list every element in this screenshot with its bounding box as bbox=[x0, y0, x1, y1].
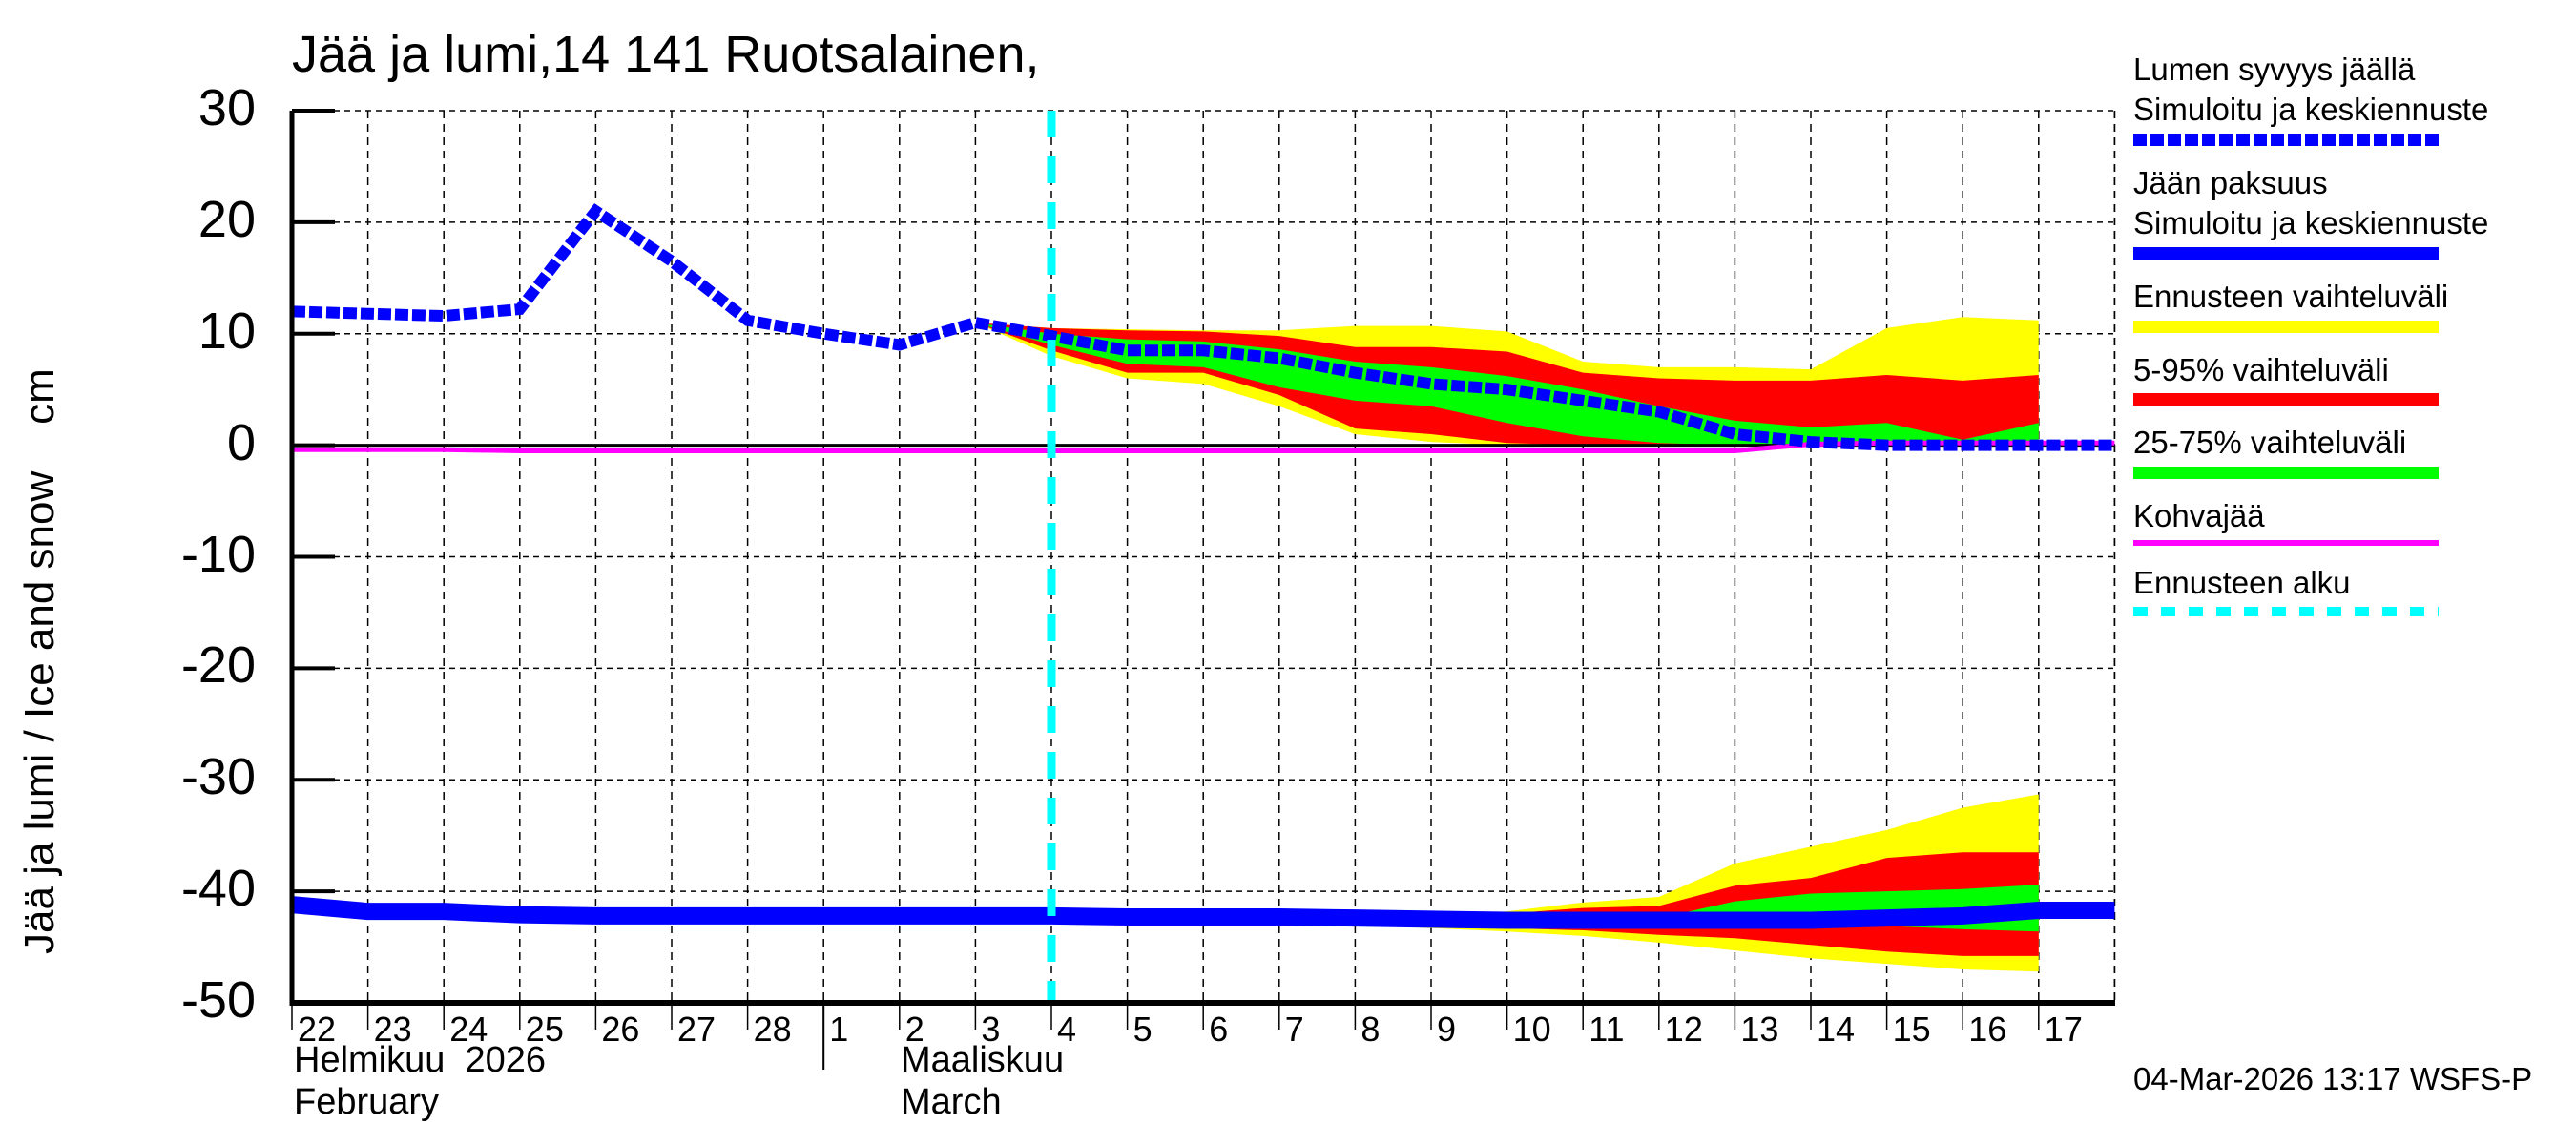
x-tick-label: 3 bbox=[981, 1010, 1001, 1049]
x-tick-label: 5 bbox=[1132, 1010, 1153, 1049]
month-en-feb: February bbox=[294, 1081, 440, 1122]
legend-label: Ennusteen vaihteluväli bbox=[2133, 278, 2449, 314]
x-tick-label: 22 bbox=[298, 1010, 337, 1049]
y-tick-label: -30 bbox=[180, 748, 256, 806]
legend-item: 25-75% vaihteluväli bbox=[2133, 423, 2553, 480]
legend-sublabel: Simuloitu ja keskiennuste bbox=[2133, 204, 2489, 240]
axes bbox=[289, 109, 2115, 1070]
x-tick-label: 27 bbox=[677, 1010, 717, 1049]
legend-label: Lumen syvyys jäällä bbox=[2133, 52, 2416, 87]
legend-item: Lumen syvyys jäällä Simuloitu ja keskienn… bbox=[2133, 50, 2553, 146]
legend-label: Ennusteen alku bbox=[2133, 565, 2351, 601]
x-tick-label: 15 bbox=[1892, 1010, 1931, 1049]
legend-sublabel: Simuloitu ja keskiennuste bbox=[2133, 91, 2489, 127]
x-tick-label: 2 bbox=[904, 1010, 924, 1049]
snow-depth-line bbox=[291, 203, 2115, 451]
timestamp: 04-Mar-2026 13:17 WSFS-P bbox=[2133, 1061, 2533, 1096]
legend-swatch-icon bbox=[2133, 320, 2439, 333]
legend-item: 5-95% vaihteluväli bbox=[2133, 350, 2553, 406]
y-tick-label: 30 bbox=[197, 79, 256, 136]
legend-label: Jään paksuus bbox=[2133, 164, 2328, 200]
legend-swatch-icon bbox=[2133, 467, 2439, 480]
x-tick-label: 16 bbox=[1968, 1010, 2007, 1049]
x-tick-label: 28 bbox=[753, 1010, 792, 1049]
x-tick-label: 17 bbox=[2044, 1010, 2083, 1049]
legend-item: Jään paksuus Simuloitu ja keskiennuste bbox=[2133, 163, 2553, 260]
legend-label: 5-95% vaihteluväli bbox=[2133, 351, 2389, 387]
x-tick-label: 24 bbox=[449, 1010, 488, 1049]
x-tick-label: 23 bbox=[373, 1010, 412, 1049]
y-axis-label: Jää ja lumi / Ice and snow cm bbox=[16, 368, 63, 954]
y-tick-label: 0 bbox=[226, 413, 256, 471]
legend-swatch-icon bbox=[2133, 540, 2439, 547]
grid-lines bbox=[292, 110, 2116, 1003]
month-label-february: Helmikuu 2026 February bbox=[294, 1040, 546, 1123]
ice-thickness-line bbox=[291, 896, 2115, 929]
x-tick-label: 8 bbox=[1361, 1010, 1381, 1049]
legend-swatch-icon bbox=[2133, 393, 2439, 406]
legend-item: Kohvajää bbox=[2133, 496, 2553, 547]
y-tick-label: -20 bbox=[180, 636, 256, 695]
chart-title: Jää ja lumi,14 141 Ruotsalainen, bbox=[292, 26, 1040, 83]
x-tick-label: 11 bbox=[1589, 1010, 1625, 1049]
legend-swatch-icon bbox=[2133, 133, 2439, 146]
x-tick-label: 26 bbox=[601, 1010, 640, 1049]
x-tick-label: 6 bbox=[1209, 1010, 1229, 1049]
month-fi-mar: Maaliskuu bbox=[901, 1040, 1065, 1080]
legend-label: Kohvajää bbox=[2133, 498, 2265, 534]
x-tick-label: 13 bbox=[1740, 1010, 1779, 1049]
month-fi-feb: Helmikuu 2026 bbox=[294, 1040, 547, 1080]
legend-item: Ennusteen vaihteluväli bbox=[2133, 277, 2553, 333]
x-tick-label: 7 bbox=[1284, 1010, 1304, 1049]
legend-swatch-icon bbox=[2133, 607, 2439, 617]
ice-5-95-band bbox=[1278, 852, 2039, 956]
x-tick-label: 1 bbox=[829, 1010, 849, 1049]
legend: Lumen syvyys jäällä Simuloitu ja keskienn… bbox=[2133, 50, 2553, 634]
legend-swatch-icon bbox=[2133, 246, 2439, 260]
y-tick-label: -50 bbox=[180, 971, 256, 1029]
legend-item: Ennusteen alku bbox=[2133, 563, 2553, 617]
x-tick-label: 10 bbox=[1512, 1010, 1551, 1049]
y-tick-label: -10 bbox=[180, 525, 256, 583]
month-label-march: Maaliskuu March bbox=[901, 1040, 1064, 1123]
y-tick-label: -40 bbox=[180, 860, 256, 918]
y-tick-label: 20 bbox=[197, 190, 256, 248]
legend-label: 25-75% vaihteluväli bbox=[2133, 425, 2407, 461]
x-tick-label: 9 bbox=[1437, 1010, 1457, 1049]
x-tick-label: 25 bbox=[525, 1010, 564, 1049]
x-tick-label: 12 bbox=[1664, 1010, 1703, 1049]
data-lines bbox=[291, 111, 2115, 1003]
x-tick-label: 14 bbox=[1817, 1010, 1856, 1049]
y-tick-label: 10 bbox=[197, 302, 256, 360]
x-tick-label: 4 bbox=[1057, 1010, 1077, 1049]
month-en-mar: March bbox=[901, 1081, 1002, 1122]
